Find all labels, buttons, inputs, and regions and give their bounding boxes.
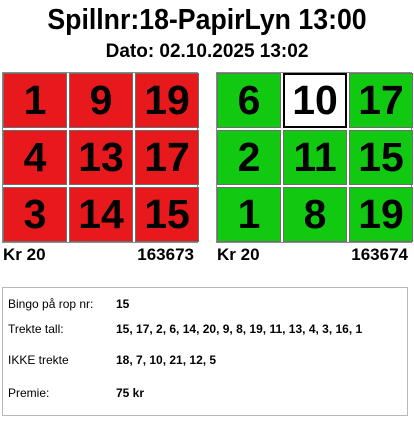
ticket-cell: 8	[283, 187, 347, 242]
ticket-cell: 1	[217, 187, 281, 242]
ticket-cell: 19	[135, 73, 199, 128]
ticket-id: 163673	[137, 245, 194, 264]
prize-value: 75 kr	[116, 386, 145, 400]
game-date: Dato: 02.10.2025 13:02	[105, 41, 309, 62]
ticket-cell: 10	[283, 73, 347, 128]
ticket-price: Kr 20	[3, 245, 46, 264]
bingo-call-label: Bingo på rop nr:	[8, 297, 94, 311]
ticket-cell: 4	[3, 130, 67, 185]
not-drawn-value: 18, 7, 10, 21, 12, 5	[116, 353, 217, 367]
ticket-cell: 15	[349, 130, 413, 185]
ticket-cell: 11	[283, 130, 347, 185]
ticket-footer: Kr 20 163674	[216, 245, 412, 265]
ticket-cell: 9	[69, 73, 133, 128]
ticket-cell: 13	[69, 130, 133, 185]
bingo-ticket-1: 1 9 19 4 13 17 3 14 15 Kr 20 163673	[2, 72, 199, 265]
ticket-cell: 15	[135, 187, 199, 242]
prize-label: Premie:	[8, 386, 50, 400]
bingo-call-value: 15	[116, 297, 130, 311]
ticket-cell: 1	[3, 73, 67, 128]
not-drawn-label: IKKE trekte	[8, 353, 69, 367]
game-title: Spillnr:18-PapirLyn 13:00	[47, 4, 367, 36]
ticket-grid: 1 9 19 4 13 17 3 14 15	[2, 72, 199, 243]
ticket-cell: 6	[217, 73, 281, 128]
ticket-cell: 17	[349, 73, 413, 128]
ticket-id: 163674	[351, 245, 408, 264]
ticket-cell: 3	[3, 187, 67, 242]
drawn-numbers-label: Trekte tall:	[8, 322, 64, 336]
ticket-price: Kr 20	[217, 245, 260, 264]
bingo-ticket-2: 6 10 17 2 11 15 1 8 19 Kr 20 163674	[216, 72, 413, 265]
ticket-grid: 6 10 17 2 11 15 1 8 19	[216, 72, 413, 243]
ticket-cell: 19	[349, 187, 413, 242]
ticket-cell: 2	[217, 130, 281, 185]
ticket-footer: Kr 20 163673	[2, 245, 198, 265]
ticket-cell: 14	[69, 187, 133, 242]
ticket-cell: 17	[135, 130, 199, 185]
result-panel: Bingo på rop nr: 15 Trekte tall: 15, 17,…	[2, 287, 408, 416]
drawn-numbers-value: 15, 17, 2, 6, 14, 20, 9, 8, 19, 11, 13, …	[116, 322, 363, 336]
